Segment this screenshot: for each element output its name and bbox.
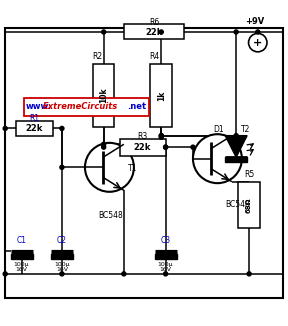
Text: T1: T1 (128, 164, 138, 173)
Text: BC548: BC548 (225, 200, 250, 209)
Bar (16, 121, 53, 136)
Text: 100μ: 100μ (54, 262, 70, 267)
Text: R1: R1 (29, 114, 40, 123)
Circle shape (102, 30, 106, 34)
Text: C2: C2 (57, 235, 67, 244)
Text: R5: R5 (244, 170, 254, 179)
Circle shape (234, 30, 238, 34)
Text: 68Ω: 68Ω (246, 197, 252, 213)
Circle shape (60, 126, 64, 130)
Text: R3: R3 (137, 131, 148, 141)
Circle shape (191, 145, 195, 149)
Text: 100μ: 100μ (158, 262, 173, 267)
Circle shape (60, 272, 64, 276)
Text: +9V: +9V (245, 17, 264, 26)
Circle shape (60, 165, 64, 169)
Text: 16V: 16V (160, 267, 172, 272)
Bar (238, 182, 260, 228)
Text: R6: R6 (149, 18, 159, 27)
Circle shape (247, 272, 251, 276)
Text: D1: D1 (213, 125, 224, 134)
Circle shape (234, 134, 238, 138)
Circle shape (249, 33, 267, 52)
Text: 22k: 22k (26, 124, 43, 133)
Text: 1k: 1k (157, 90, 166, 100)
Text: C1: C1 (17, 235, 26, 244)
Circle shape (159, 135, 163, 139)
Text: R4: R4 (149, 52, 160, 61)
Text: 16V: 16V (56, 267, 68, 272)
Text: BC548: BC548 (98, 211, 123, 219)
Text: R2: R2 (92, 52, 102, 61)
Text: 16V: 16V (16, 267, 28, 272)
Text: C3: C3 (160, 235, 171, 244)
Circle shape (85, 143, 134, 192)
Circle shape (122, 272, 126, 276)
Circle shape (3, 272, 7, 276)
Bar (51, 254, 73, 259)
Circle shape (256, 30, 260, 34)
Circle shape (102, 145, 106, 149)
Circle shape (164, 145, 168, 149)
Bar (151, 64, 172, 127)
Text: 22k: 22k (134, 143, 151, 152)
Circle shape (159, 134, 163, 138)
Bar (225, 157, 247, 162)
Text: T2: T2 (240, 126, 250, 134)
Bar (155, 254, 177, 259)
Circle shape (102, 142, 106, 146)
Text: 100μ: 100μ (14, 262, 29, 267)
Circle shape (159, 134, 163, 138)
Text: 22k: 22k (145, 28, 163, 37)
Text: 10k: 10k (99, 87, 108, 103)
Bar (124, 24, 184, 39)
Circle shape (3, 126, 7, 130)
Circle shape (193, 134, 242, 183)
Bar (120, 139, 166, 156)
Text: www.: www. (26, 102, 52, 111)
Text: +: + (253, 37, 262, 48)
Text: .net: .net (128, 102, 147, 111)
Circle shape (159, 30, 163, 34)
Circle shape (164, 272, 168, 276)
Bar (11, 254, 33, 259)
Bar (93, 64, 114, 127)
Circle shape (164, 145, 168, 149)
Bar (24, 98, 149, 116)
Text: ExtremeCircuits: ExtremeCircuits (43, 102, 118, 111)
Polygon shape (225, 136, 247, 157)
